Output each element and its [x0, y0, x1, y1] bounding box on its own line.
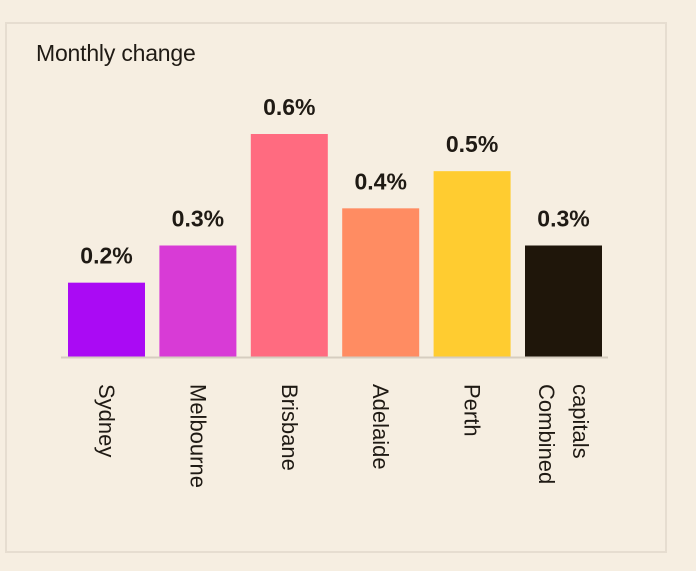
- category-label-line: Sydney: [94, 384, 119, 457]
- labels-layer: 0.2% Sydney 0.3% Melbourne 0.6% Brisbane 0.4% A…: [80, 94, 593, 488]
- category-label: Sydney: [94, 384, 119, 457]
- chart-title: Monthly change: [36, 40, 196, 66]
- bar-combined-capitals: [525, 245, 602, 357]
- value-label: 0.5%: [446, 131, 498, 157]
- category-label: Combined capitals: [534, 384, 593, 484]
- category-label-line: Melbourne: [185, 384, 210, 488]
- category-label-line: Adelaide: [368, 384, 393, 470]
- bar-melbourne: [159, 245, 237, 357]
- value-label: 0.3%: [172, 206, 224, 232]
- value-label: 0.4%: [354, 168, 406, 194]
- bar-sydney: [68, 282, 145, 357]
- category-label-line: Brisbane: [277, 384, 302, 471]
- value-label: 0.3%: [537, 206, 589, 232]
- value-label: 0.6%: [263, 94, 315, 120]
- category-label-line: capitals: [568, 384, 593, 459]
- category-label: Adelaide: [368, 384, 393, 470]
- category-label-line: Perth: [460, 384, 485, 437]
- bars-layer: [68, 134, 602, 357]
- bar-perth: [433, 171, 511, 357]
- category-label: Brisbane: [277, 384, 302, 471]
- bar-brisbane: [250, 134, 328, 357]
- category-label: Melbourne: [185, 384, 210, 488]
- bar-adelaide: [342, 208, 420, 357]
- value-label: 0.2%: [80, 243, 132, 269]
- category-label-line: Combined: [534, 384, 559, 484]
- category-label: Perth: [460, 384, 485, 437]
